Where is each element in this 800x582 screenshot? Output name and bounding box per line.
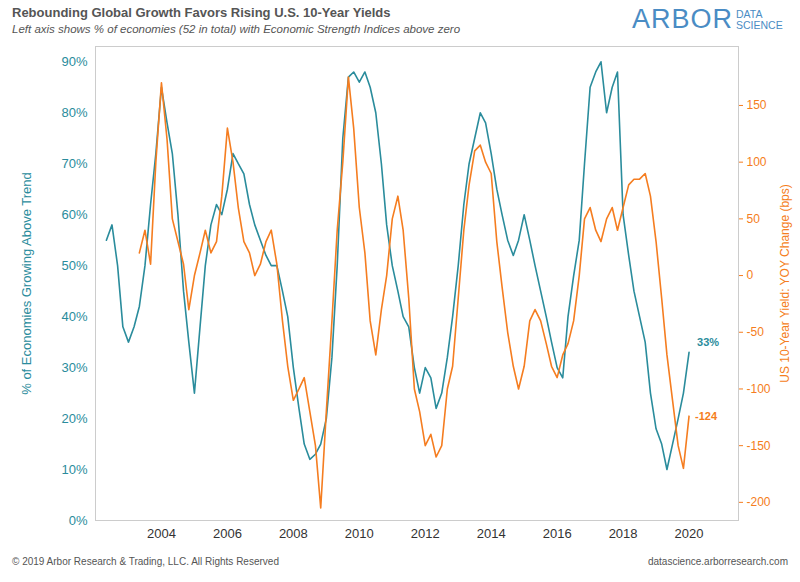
svg-text:50%: 50%	[61, 258, 87, 273]
svg-text:2006: 2006	[213, 526, 242, 541]
html-text:Left axis shows % of economies: Left axis shows % of economies (52 in to…	[12, 23, 461, 35]
svg-text:-100: -100	[747, 382, 771, 396]
svg-text:80%: 80%	[61, 105, 87, 120]
svg-text:20%: 20%	[61, 411, 87, 426]
svg-text:30%: 30%	[61, 360, 87, 375]
svg-text:2008: 2008	[279, 526, 308, 541]
svg-text:% of Economies Growing Above T: % of Economies Growing Above Trend	[19, 172, 34, 395]
svg-text:33%: 33%	[697, 336, 719, 348]
html-text:datascience.arborresearch.com: datascience.arborresearch.com	[647, 556, 788, 567]
svg-text:2010: 2010	[345, 526, 374, 541]
svg-text:2012: 2012	[411, 526, 440, 541]
svg-text:0%: 0%	[69, 513, 88, 528]
svg-text:-200: -200	[747, 495, 771, 509]
svg-text:2020: 2020	[675, 526, 704, 541]
svg-text:100: 100	[747, 155, 767, 169]
svg-text:2004: 2004	[147, 526, 176, 541]
svg-text:150: 150	[747, 98, 767, 112]
html-text:DATA SCIENCE: DATA SCIENCE	[736, 7, 783, 31]
svg-text:-150: -150	[747, 438, 771, 452]
svg-text:90%: 90%	[61, 54, 87, 69]
svg-text:10%: 10%	[61, 462, 87, 477]
svg-text:US 10-Year Yield: YOY Change (: US 10-Year Yield: YOY Change (bps)	[778, 184, 792, 383]
html-text:ARBOR: ARBOR	[632, 4, 733, 34]
svg-text:-50: -50	[747, 325, 765, 339]
svg-text:2016: 2016	[543, 526, 572, 541]
svg-text:60%: 60%	[61, 207, 87, 222]
html-text:© 2019 Arbor Research & Tradin: © 2019 Arbor Research & Trading, LLC. Al…	[12, 556, 279, 567]
svg-text:0: 0	[747, 268, 754, 282]
svg-text:-124: -124	[695, 410, 718, 422]
html-text:Rebounding Global Growth Favor: Rebounding Global Growth Favors Rising U…	[12, 5, 391, 20]
svg-text:70%: 70%	[61, 156, 87, 171]
svg-text:50: 50	[747, 212, 761, 226]
svg-text:2014: 2014	[477, 526, 506, 541]
svg-text:40%: 40%	[61, 309, 87, 324]
svg-text:2018: 2018	[609, 526, 638, 541]
